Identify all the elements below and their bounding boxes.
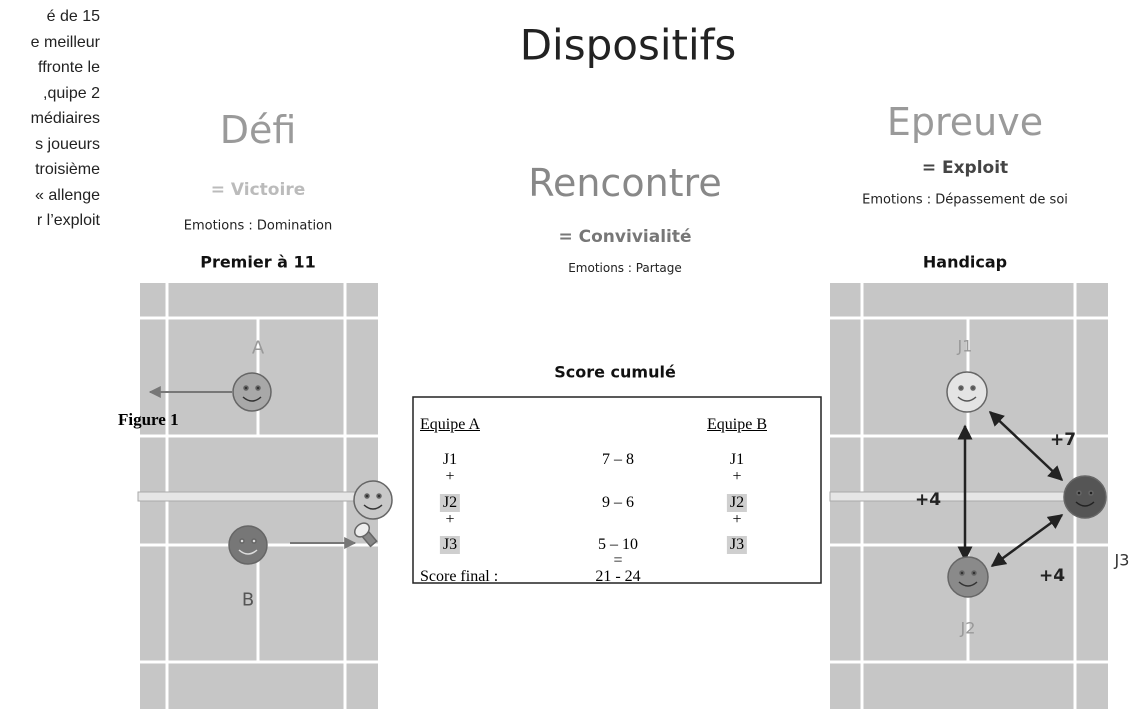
player-label: J1 [957,336,973,356]
player-label: J3 [1114,550,1130,570]
heading: Défi [219,108,297,152]
court-right [829,283,1108,709]
heading: Epreuve [886,100,1044,144]
cell: Score final : [420,568,499,585]
court-left [137,283,378,709]
subheading: = Exploit [921,158,1009,178]
cell: J2 [439,494,461,512]
text-line: troisième [35,161,100,178]
cell: J1 [442,451,458,468]
player-label: B [241,589,255,611]
cell: J3 [726,536,748,554]
player-label: J2 [960,618,976,638]
text-line: e meilleur [30,33,100,51]
cell: J3 [439,536,461,554]
text-line: médiaires [30,110,100,127]
team-header: Equipe B [707,416,767,433]
cell: + [732,511,742,528]
format: Score cumulé [554,362,676,382]
title: Dispositifs [519,20,737,70]
format: Premier à 11 [200,252,316,272]
cell: 9 – 6 [602,494,634,511]
cell: + [732,468,742,485]
text-line: s joueurs [35,135,100,153]
subheading: = Victoire [210,180,306,200]
subheading: = Convivialité [558,227,692,247]
cell: J2 [726,494,748,512]
cell: = [613,552,623,569]
figure-label: Figure 1 [118,410,179,429]
cell: + [445,511,455,528]
text-line: é de 15 [46,8,100,25]
cell: J1 [729,451,745,468]
text-line: r l’exploit [36,212,100,229]
score-box [412,396,822,584]
cell: 21 - 24 [595,568,641,585]
handicap-label: +4 [914,490,942,510]
body-text: é de 15 e meilleur ffronte le quipe 2, média… [0,4,100,234]
emotions: Emotions : Domination [183,218,333,234]
emotions: Emotions : Partage [568,261,682,275]
team-header: Equipe A [420,416,480,433]
cell: 7 – 8 [602,451,634,468]
format: Handicap [922,252,1008,272]
text-line: quipe 2, [43,84,100,102]
text-line: allenge » [35,186,100,204]
smileys [228,371,1107,598]
handicap-label: +7 [1049,430,1077,450]
handicap-label: +4 [1038,566,1066,586]
cell: + [445,468,455,485]
heading: Rencontre [528,161,722,205]
text-line: ffronte le [38,59,100,76]
cell: 5 – 10 [598,536,638,553]
emotions: Emotions : Dépassement de soi [862,192,1068,208]
player-label: A [251,337,265,359]
